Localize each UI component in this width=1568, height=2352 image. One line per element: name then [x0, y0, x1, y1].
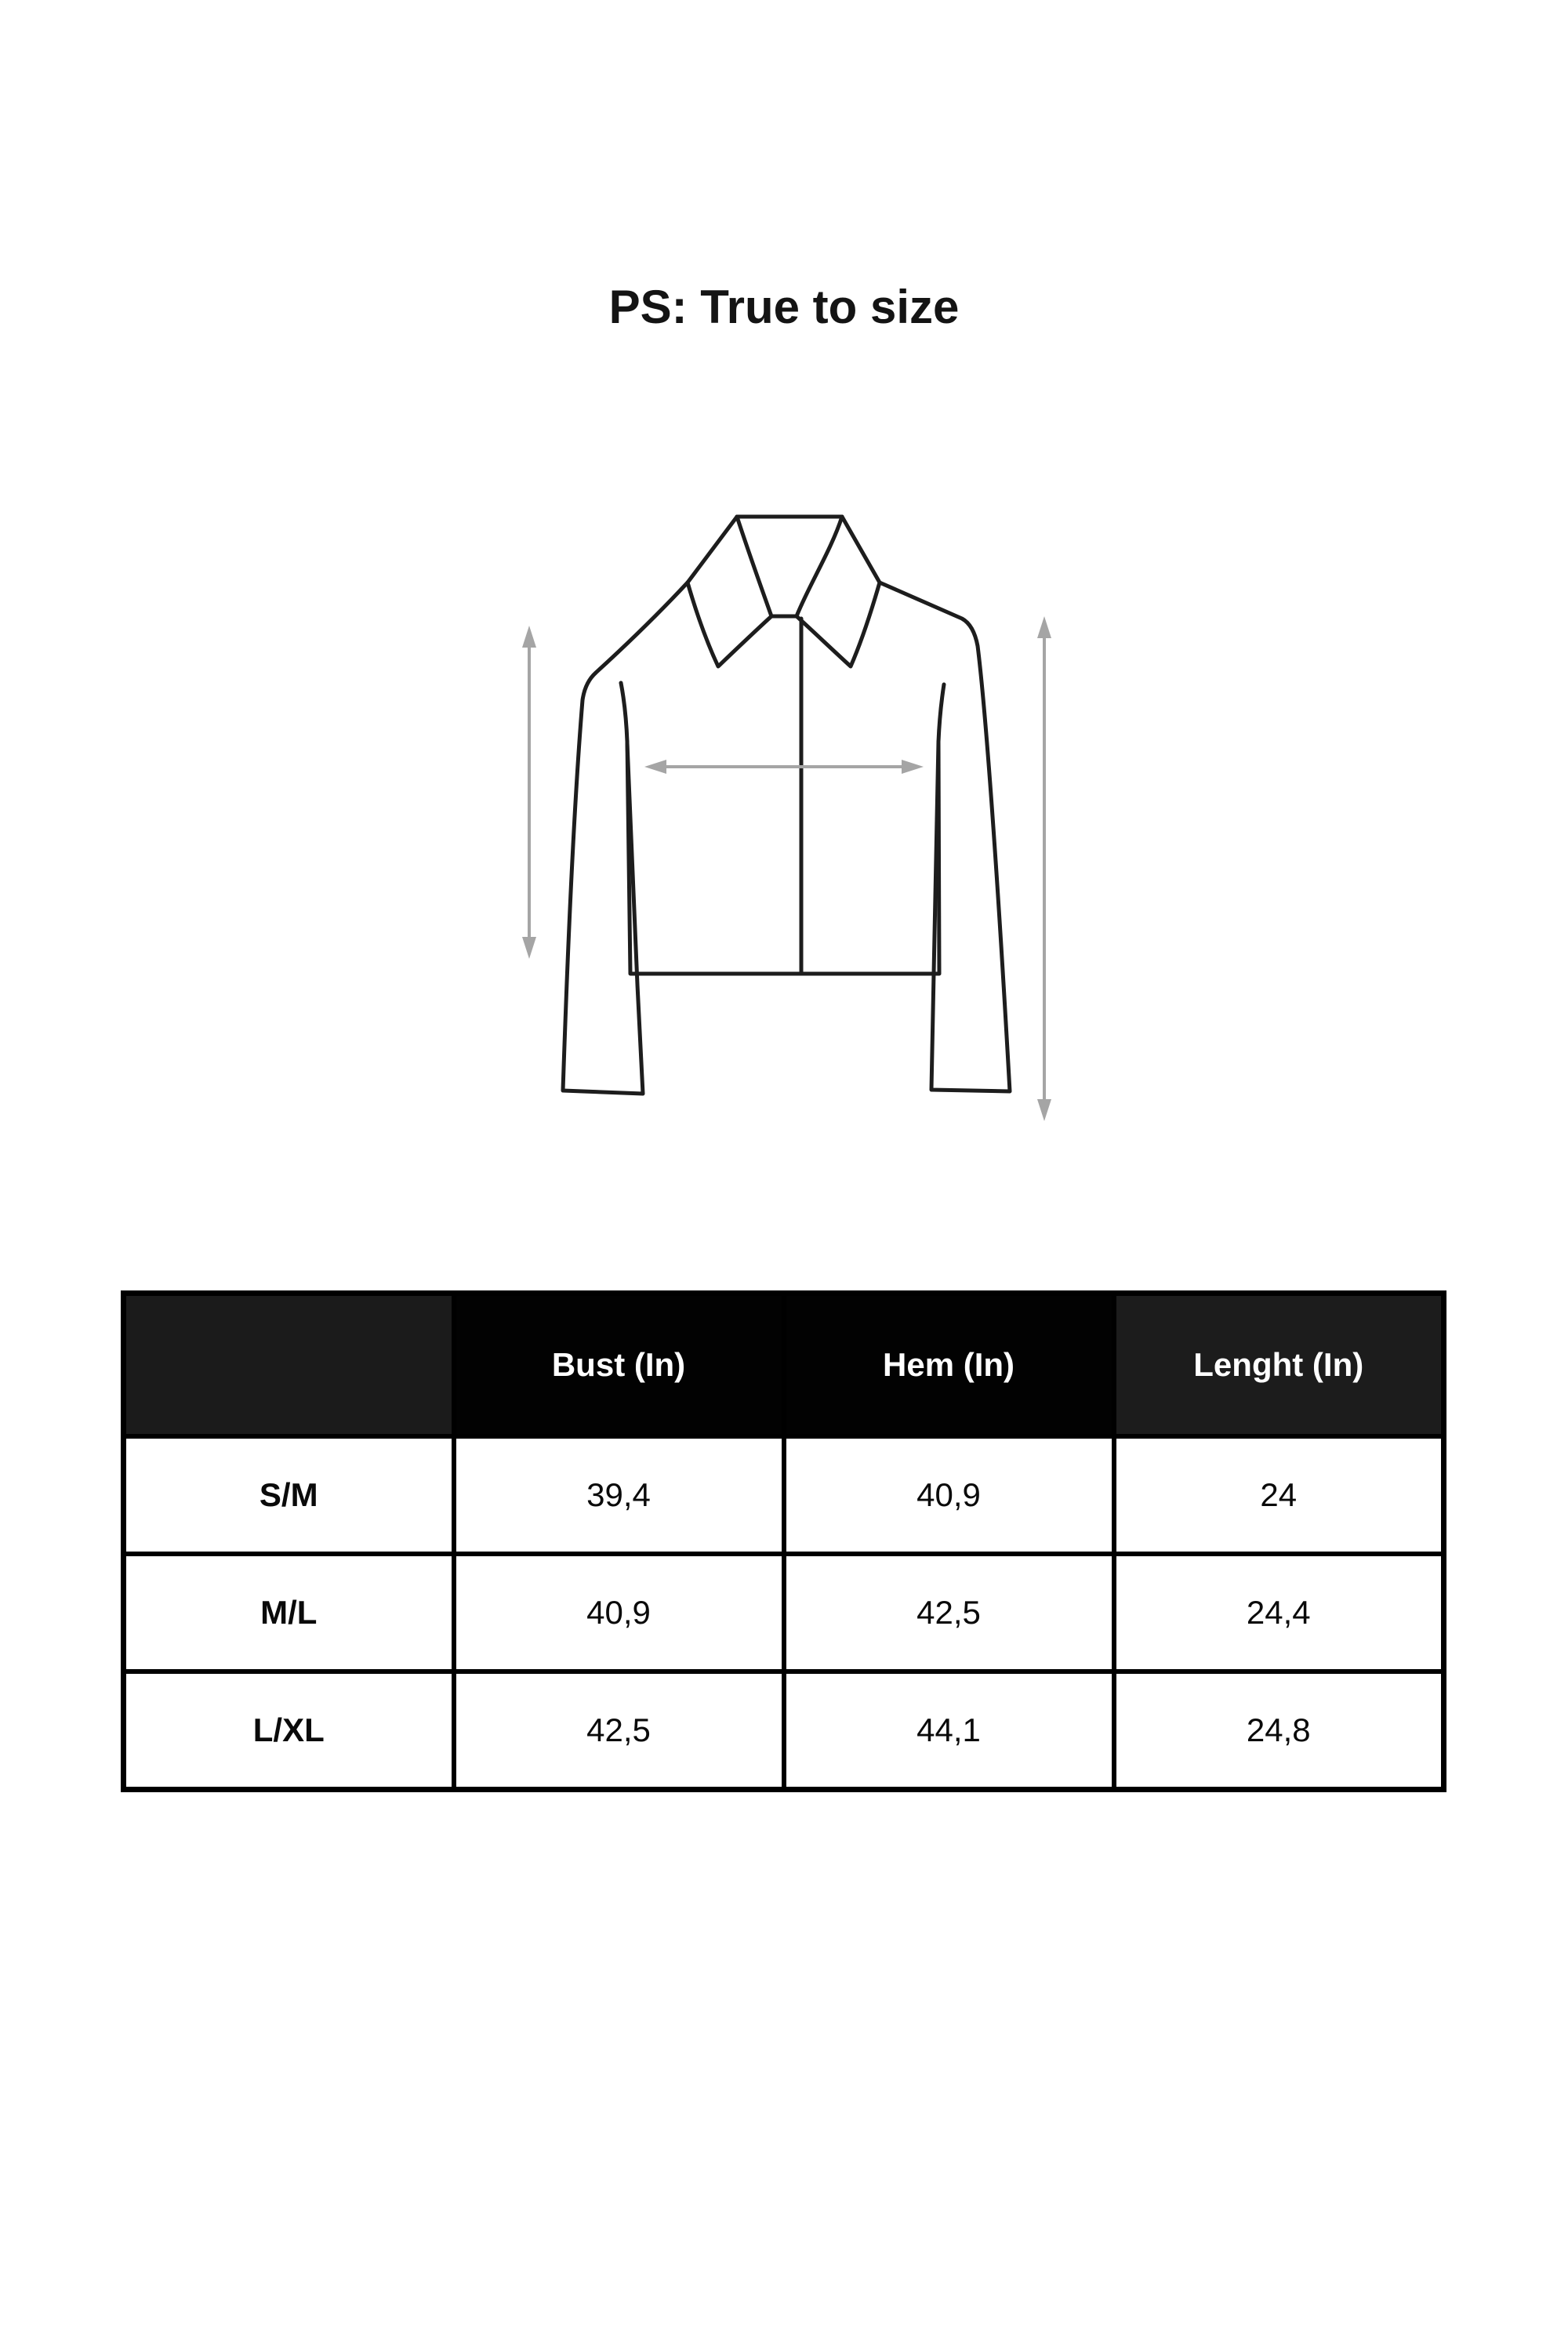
bust-value: 42,5	[451, 1669, 786, 1791]
header-row: Bust (In) Hem (In) Lenght (In)	[121, 1290, 1446, 1439]
hem-value: 42,5	[781, 1552, 1116, 1674]
hem-value: 44,1	[781, 1669, 1116, 1791]
column-header-bust: Bust (In)	[451, 1290, 786, 1439]
table-row: L/XL 42,5 44,1 24,8	[121, 1669, 1446, 1791]
chest-arrow-head-right	[902, 760, 924, 774]
page-title: PS: True to size	[608, 281, 960, 333]
hem-value: 40,9	[781, 1434, 1116, 1556]
collar-right-leaf	[794, 514, 882, 669]
size-chart-body: S/M 39,4 40,9 24 M/L 40,9 42,5 24,4 L/XL…	[121, 1434, 1446, 1791]
size-chart-table: Bust (In) Hem (In) Lenght (In) S/M 39,4 …	[121, 1290, 1446, 1792]
column-header-hem: Hem (In)	[781, 1290, 1116, 1439]
size-row-label: L/XL	[121, 1669, 456, 1791]
right-sleeve-outline	[877, 580, 1012, 1094]
size-row-label: S/M	[121, 1434, 456, 1556]
left-armhole-seam	[619, 681, 630, 744]
length-value: 24,4	[1111, 1552, 1446, 1674]
size-row-label: M/L	[121, 1552, 456, 1674]
collar-right-inner-line	[794, 514, 844, 619]
length-value: 24,8	[1111, 1669, 1446, 1791]
left-arrow-head-down	[522, 937, 536, 959]
horizontal-double-arrow-icon	[644, 760, 924, 774]
right-armhole-seam	[936, 682, 946, 744]
measurement-arrows	[522, 616, 1051, 1121]
left-sleeve-outline	[561, 580, 690, 1096]
vertical-double-arrow-icon	[522, 626, 536, 959]
length-value: 24	[1111, 1434, 1446, 1556]
body-outline	[625, 739, 942, 976]
jacket-flat-sketch-icon	[522, 514, 1051, 1121]
chest-arrow-head-left	[644, 760, 666, 774]
table-row: M/L 40,9 42,5 24,4	[121, 1552, 1446, 1674]
right-arrow-head-up	[1037, 616, 1051, 638]
right-arrow-head-down	[1037, 1099, 1051, 1121]
left-arrow-head-up	[522, 626, 536, 648]
bust-value: 39,4	[451, 1434, 786, 1556]
table-row: S/M 39,4 40,9 24	[121, 1434, 1446, 1556]
size-chart-header: Bust (In) Hem (In) Lenght (In)	[121, 1290, 1446, 1439]
vertical-double-arrow-icon	[1037, 616, 1051, 1121]
jacket-outline	[561, 514, 1012, 1096]
jacket-measurement-diagram	[486, 470, 1113, 1176]
bust-value: 40,9	[451, 1552, 786, 1674]
collar-left-inner-line	[735, 514, 774, 619]
collar-left-leaf	[685, 514, 774, 669]
corner-header-cell	[121, 1290, 456, 1439]
column-header-length: Lenght (In)	[1111, 1290, 1446, 1439]
